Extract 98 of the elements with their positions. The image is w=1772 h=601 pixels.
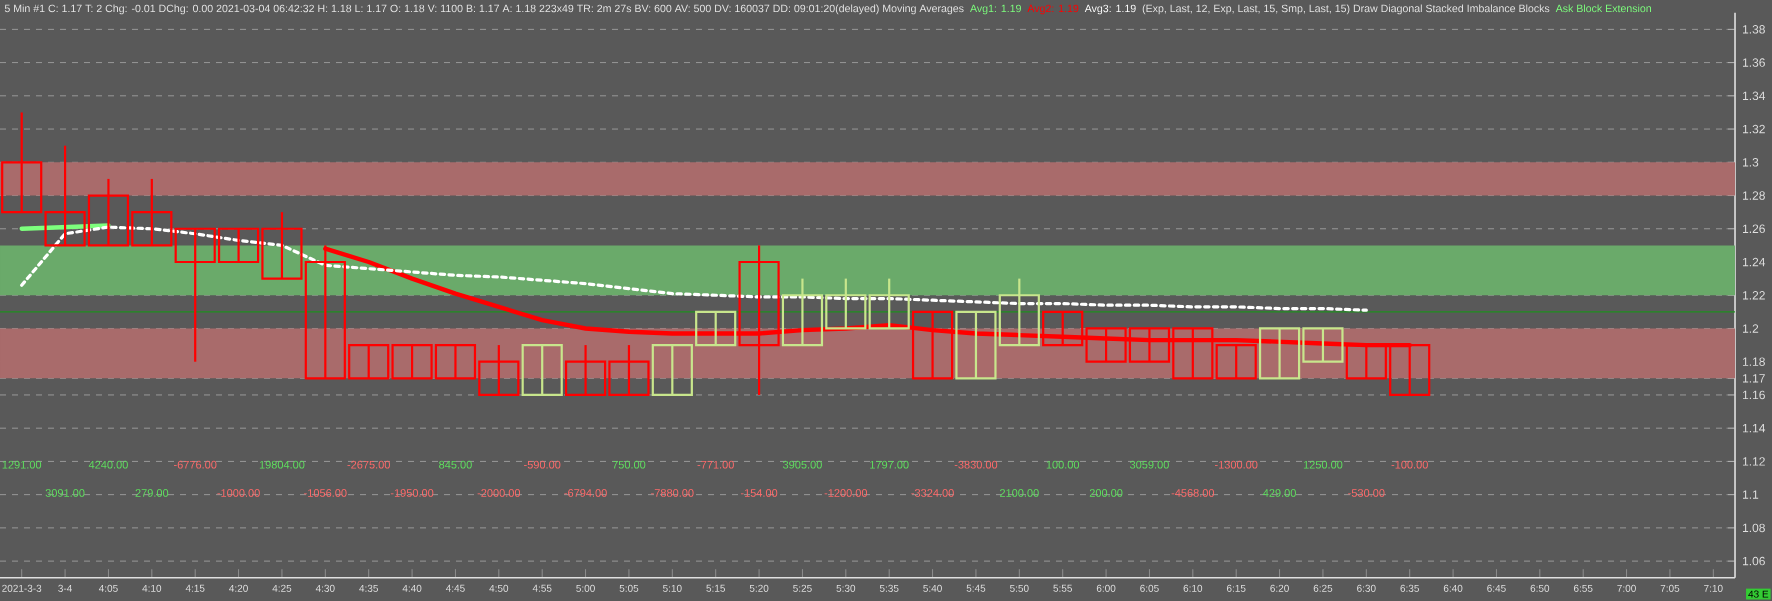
- annotation: 279.00: [135, 489, 169, 497]
- y-tick-label: 1.36: [1742, 58, 1765, 67]
- y-tick-label: 1.16: [1742, 390, 1765, 400]
- annotation: -2000.00: [477, 489, 521, 497]
- y-tick-label: 1.26: [1742, 224, 1765, 234]
- x-tick-label: 5:10: [663, 584, 682, 592]
- annotation: 3091.00: [45, 489, 85, 497]
- x-tick-label: 5:20: [749, 584, 769, 592]
- annotation: -2675.00: [347, 460, 390, 469]
- annotation: 19804.00: [259, 460, 305, 469]
- x-tick-label: 5:30: [836, 584, 856, 592]
- y-tick-label: 1.28: [1742, 191, 1765, 200]
- annotation: -4568.00: [1171, 489, 1215, 497]
- x-tick-label: 4:15: [185, 584, 205, 592]
- annotation: 3059.00: [1129, 460, 1169, 469]
- annotation: -3830.00: [954, 460, 998, 469]
- annotation: -771.00: [697, 460, 734, 469]
- y-tick-label: 1.38: [1742, 25, 1765, 34]
- annotation: -7880.00: [651, 489, 694, 497]
- x-tick-label: 5:35: [879, 584, 899, 592]
- y-tick-label: 1.14: [1742, 424, 1766, 433]
- annotation: 1291.00: [2, 460, 42, 469]
- x-tick-label: 4:55: [532, 584, 552, 592]
- annotation: -1950.00: [390, 489, 434, 497]
- x-tick-label: 4:50: [489, 584, 509, 592]
- annotation: 200.00: [1089, 489, 1123, 497]
- y-tick-label: 1.12: [1742, 457, 1765, 466]
- y-tick-label: 1.06: [1742, 556, 1765, 566]
- x-tick-label: 4:40: [402, 584, 422, 592]
- annotation: -1056.00: [304, 489, 347, 497]
- annotation: 3905.00: [782, 460, 822, 469]
- annotation: 100.00: [1046, 460, 1080, 469]
- chart-title: 5 Min #1 C: 1.17 T: 2 Chg: -0.01 DChg: 0.00 2021-03-04 06:42:32 H: 1.18 L: 1.17 O: 1.18 V: 1100 B: 1.17 A: 1.18 223x49 TR: 2m 27s BV: 600 AV: 500 DV: 160037 DD: 09:01:20(delayed) Moving Averages: [4, 4, 964, 15]
- x-tick-label: 4:45: [445, 584, 465, 592]
- x-tick-label: 6:15: [1226, 584, 1246, 592]
- text: Ask Block Extension: [1555, 4, 1651, 13]
- annotation: -154.00: [740, 489, 778, 497]
- x-tick-label: 4:35: [359, 584, 379, 592]
- annotation: -100.00: [1391, 460, 1428, 469]
- y-tick-label: 1.17: [1742, 374, 1765, 383]
- annotation: 2100.00: [1000, 489, 1039, 497]
- x-tick-label: 6:50: [1530, 584, 1550, 592]
- x-tick-label: 2021-3-3: [2, 584, 42, 592]
- annotation: 429.00: [1263, 489, 1296, 497]
- y-tick-label: 1.2: [1742, 324, 1759, 333]
- annotation: -1200.00: [824, 489, 868, 497]
- x-tick-label: 3-4: [58, 584, 72, 592]
- x-tick-label: 7:10: [1704, 584, 1723, 592]
- x-tick-label: 5:15: [706, 584, 726, 592]
- text: Avg2: 1.19: [1027, 4, 1079, 15]
- x-tick-label: 6:55: [1573, 584, 1593, 592]
- x-tick-label: 6:35: [1400, 584, 1420, 592]
- x-tick-label: 6:10: [1183, 584, 1203, 592]
- x-tick-label: 5:55: [1053, 584, 1073, 592]
- x-tick-label: 5:40: [923, 584, 942, 592]
- annotation: 750.00: [612, 460, 646, 469]
- annotation: -6794.00: [564, 489, 607, 497]
- y-tick-label: 1.1: [1742, 490, 1759, 499]
- x-tick-label: 7:05: [1660, 584, 1680, 592]
- annotation: -6776.00: [173, 460, 217, 469]
- x-tick-label: 4:25: [272, 584, 292, 592]
- y-tick-label: 1.24: [1742, 257, 1766, 267]
- x-tick-label: 5:25: [793, 584, 812, 592]
- x-tick-label: 6:30: [1357, 584, 1376, 592]
- x-tick-label: 5:45: [966, 584, 986, 592]
- x-tick-label: 5:05: [619, 584, 639, 592]
- y-tick-label: 1.18: [1742, 357, 1765, 366]
- y-tick-label: 1.22: [1742, 291, 1765, 300]
- y-tick-label: 1.3: [1742, 158, 1759, 167]
- annotation: 845.00: [439, 460, 472, 469]
- x-tick-label: 6:40: [1443, 584, 1463, 592]
- x-tick-label: 6:45: [1487, 584, 1506, 592]
- x-tick-label: 4:05: [98, 584, 118, 592]
- x-tick-label: 4:30: [315, 584, 335, 592]
- annotation: 1250.00: [1303, 460, 1343, 469]
- x-tick-label: 6:00: [1096, 584, 1116, 592]
- annotation: -1300.00: [1214, 460, 1258, 469]
- x-tick-label: 6:05: [1140, 584, 1159, 592]
- x-tick-label: 4:20: [229, 584, 248, 592]
- annotation: 4240.00: [88, 460, 128, 469]
- x-tick-label: 5:50: [1010, 584, 1029, 592]
- annotation: -3324.00: [911, 489, 954, 497]
- text: 43 E: [1748, 590, 1769, 598]
- x-tick-label: 6:20: [1270, 584, 1289, 592]
- x-tick-label: 7:00: [1617, 584, 1636, 592]
- x-tick-label: 5:00: [576, 584, 595, 592]
- annotation: 1797.00: [870, 460, 909, 469]
- text: Avg3: 1.19: [1084, 4, 1136, 15]
- annotation: -530.00: [1348, 489, 1385, 497]
- chart-subtitle: (Exp, Last, 12, Exp, Last, 15, Smp, Last, 15) Draw Diagonal Stacked Imbalance Blocks: [1142, 4, 1550, 15]
- y-tick-label: 1.08: [1742, 523, 1765, 533]
- text: Avg1: 1.19: [970, 4, 1021, 15]
- annotation: -590.00: [524, 460, 561, 469]
- y-tick-label: 1.32: [1742, 124, 1765, 134]
- annotation: -1000.00: [217, 489, 260, 497]
- x-tick-label: 6:25: [1313, 584, 1333, 592]
- y-tick-label: 1.34: [1742, 91, 1766, 101]
- x-tick-label: 4:10: [142, 584, 162, 592]
